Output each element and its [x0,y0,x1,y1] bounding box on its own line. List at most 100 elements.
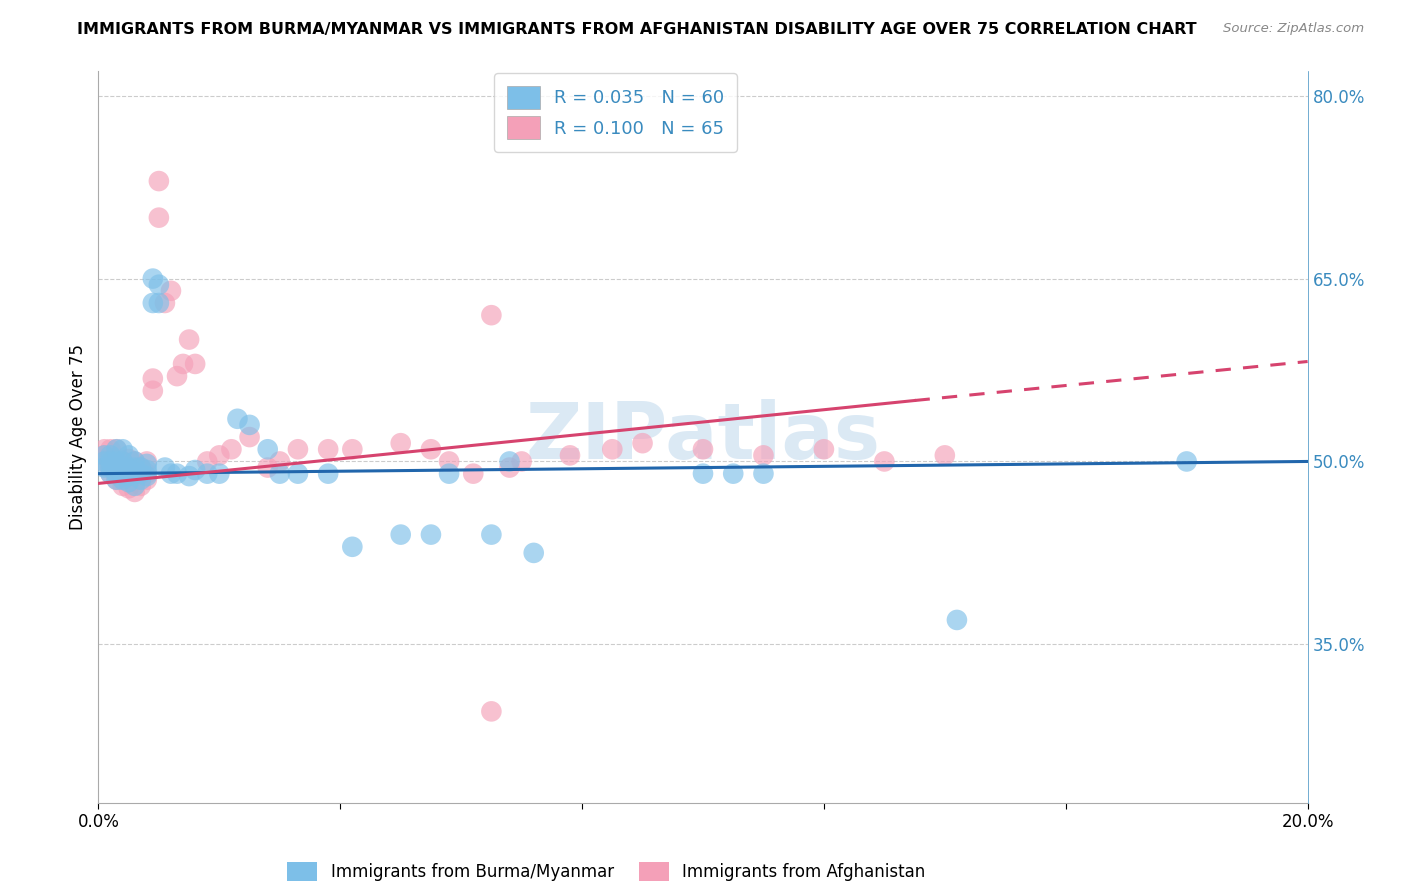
Point [172,357,194,371]
Point [498,460,520,475]
Point [135,454,157,468]
Point [135,457,157,471]
Point [135,469,157,483]
Point [124,467,146,481]
Point [934,448,956,462]
Point [100,467,122,481]
Point [105,473,128,487]
Point [481,308,503,322]
Point [946,613,969,627]
Point [420,527,443,541]
Point [111,454,134,468]
Point [226,411,249,425]
Point [148,277,170,292]
Point [184,357,207,371]
Point [287,442,309,457]
Point [111,473,134,487]
Point [148,296,170,310]
Point [105,473,128,487]
Point [239,430,262,444]
Point [135,473,157,487]
Point [195,454,218,468]
Point [111,454,134,468]
Point [342,442,364,457]
Point [148,211,170,225]
Point [100,442,122,457]
Point [287,467,309,481]
Point [124,454,146,468]
Point [93,448,115,462]
Text: ZIPatlas: ZIPatlas [526,399,880,475]
Point [498,454,520,468]
Point [1175,454,1198,468]
Point [100,460,122,475]
Point [124,467,146,481]
Point [100,454,122,468]
Point [239,417,262,432]
Point [523,546,546,560]
Point [105,467,128,481]
Point [142,271,165,285]
Point [93,448,115,462]
Point [100,467,122,481]
Point [463,467,485,481]
Point [873,454,896,468]
Point [105,442,128,457]
Text: IMMIGRANTS FROM BURMA/MYANMAR VS IMMIGRANTS FROM AFGHANISTAN DISABILITY AGE OVER: IMMIGRANTS FROM BURMA/MYANMAR VS IMMIGRA… [77,22,1197,37]
Point [142,371,165,385]
Point [195,467,218,481]
Point [111,479,134,493]
Point [124,479,146,493]
Point [124,473,146,487]
Point [221,442,243,457]
Point [510,454,533,468]
Point [631,436,654,450]
Point [124,454,146,468]
Point [184,463,207,477]
Point [118,460,141,475]
Point [111,442,134,457]
Point [100,448,122,462]
Point [269,467,291,481]
Point [316,467,339,481]
Point [118,481,141,495]
Point [118,475,141,490]
Point [148,174,170,188]
Point [153,460,176,475]
Point [118,469,141,483]
Text: Source: ZipAtlas.com: Source: ZipAtlas.com [1223,22,1364,36]
Point [752,467,775,481]
Point [723,467,745,481]
Point [118,464,141,478]
Point [160,284,183,298]
Point [105,454,128,468]
Point [129,467,152,481]
Point [105,460,128,475]
Point [105,467,128,481]
Point [129,460,152,475]
Point [420,442,443,457]
Point [342,540,364,554]
Point [111,467,134,481]
Point [179,333,201,347]
Point [93,454,115,468]
Point [142,296,165,310]
Point [256,460,278,475]
Point [124,460,146,475]
Point [142,384,165,398]
Point [129,479,152,493]
Point [135,467,157,481]
Point [481,527,503,541]
Y-axis label: Disability Age Over 75: Disability Age Over 75 [69,344,87,530]
Point [208,467,231,481]
Point [316,442,339,457]
Point [135,463,157,477]
Point [752,448,775,462]
Point [129,473,152,487]
Point [105,454,128,468]
Point [208,448,231,462]
Point [118,473,141,487]
Point [166,369,188,384]
Point [93,454,115,468]
Point [111,460,134,475]
